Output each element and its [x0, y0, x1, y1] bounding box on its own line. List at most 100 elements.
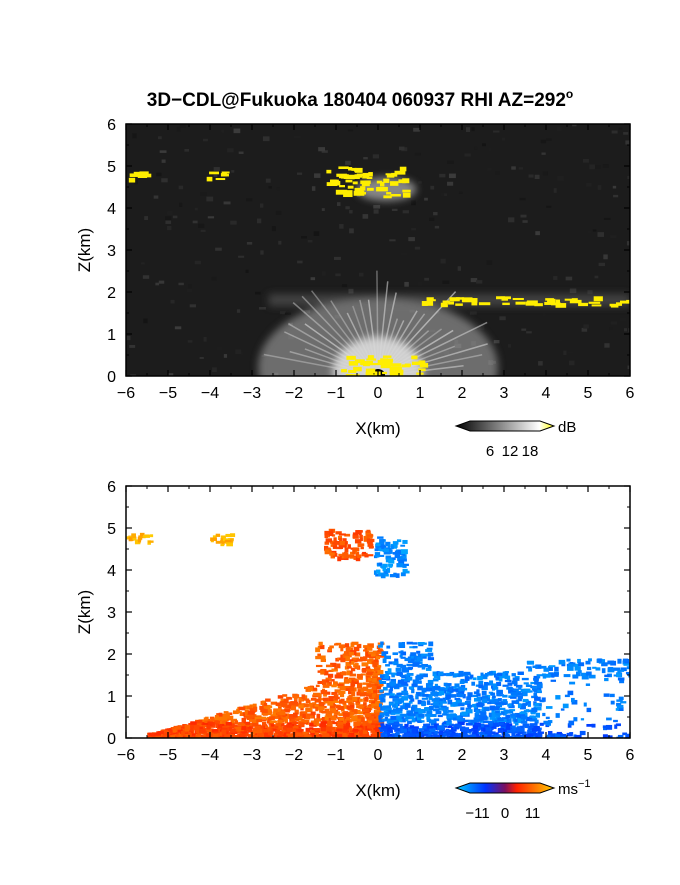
velocity-cell: [610, 700, 615, 705]
velocity-cell: [402, 565, 407, 568]
velocity-cell: [617, 670, 621, 674]
backscatter-cell: [547, 298, 556, 304]
velocity-cell: [265, 698, 271, 702]
velocity-cell: [379, 727, 384, 733]
velocity-cell: [343, 725, 349, 730]
backscatter-cell: [396, 372, 404, 376]
velocity-cell: [404, 676, 411, 682]
velocity-cell: [578, 662, 585, 667]
velocity-cell: [352, 535, 359, 539]
velocity-cell: [337, 725, 344, 729]
velocity-cell: [554, 666, 559, 672]
velocity-cell: [283, 709, 290, 713]
velocity-cell: [354, 665, 360, 669]
velocity-cell: [616, 672, 622, 678]
velocity-cell: [393, 661, 399, 666]
velocity-cell: [436, 699, 442, 704]
noise-speckle: [597, 232, 605, 237]
velocity-cell: [367, 720, 374, 723]
noise-speckle: [486, 260, 493, 265]
velocity-cell: [230, 719, 235, 724]
velocity-cell: [236, 708, 240, 713]
velocity-cell: [418, 713, 423, 718]
velocity-cell: [134, 539, 141, 545]
velocity-cell: [349, 556, 357, 559]
velocity-cell: [331, 691, 338, 696]
velocity-cell: [426, 700, 431, 705]
noise-speckle: [457, 266, 461, 271]
velocity-cell: [381, 545, 385, 550]
velocity-cell: [437, 702, 443, 708]
backscatter-cell: [449, 297, 460, 302]
velocity-cell: [376, 562, 381, 566]
velocity-cell: [239, 712, 247, 717]
velocity-cell: [366, 735, 373, 738]
noise-speckle: [508, 217, 515, 223]
scan-ray: [304, 323, 379, 376]
velocity-cell: [324, 549, 329, 553]
velocity-cell: [338, 533, 346, 536]
velocity-cell: [368, 726, 374, 731]
velocity-cell: [251, 731, 258, 734]
velocity-cell: [254, 725, 261, 731]
backscatter-y-tick-label: 2: [107, 285, 116, 302]
velocity-cell: [342, 544, 347, 548]
velocity-cell: [511, 700, 518, 704]
velocity-cell: [308, 702, 316, 707]
velocity-cell: [328, 725, 333, 730]
velocity-cell: [335, 642, 342, 646]
velocity-cell: [476, 696, 481, 702]
velocity-cell: [197, 733, 202, 736]
velocity-cell: [417, 653, 424, 658]
velocity-cell: [338, 713, 343, 717]
velocity-cell: [176, 731, 181, 735]
velocity-cell: [456, 715, 461, 720]
velocity-cell: [236, 711, 242, 714]
velocity-cell: [438, 690, 445, 696]
velocity-cell: [394, 699, 398, 704]
velocity-cell: [461, 687, 468, 691]
velocity-cell: [527, 729, 531, 735]
velocity-cell: [412, 726, 419, 729]
velocity-cell: [422, 726, 427, 730]
velocity-cell: [363, 535, 367, 541]
velocity-cell: [369, 658, 374, 662]
velocity-cell: [536, 706, 542, 711]
velocity-cell: [567, 723, 572, 728]
velocity-cell: [342, 700, 347, 705]
velocity-cell: [472, 677, 477, 681]
noise-speckle: [612, 185, 617, 189]
backscatter-cell: [426, 298, 433, 302]
velocity-cell: [328, 531, 334, 537]
velocity-cell: [468, 730, 472, 734]
velocity-cell: [250, 731, 256, 735]
velocity-cell: [351, 715, 358, 720]
noise-speckle: [535, 231, 540, 236]
velocity-cell: [339, 692, 345, 698]
noise-speckle: [581, 327, 588, 332]
velocity-cell: [369, 677, 375, 682]
velocity-cell: [315, 708, 319, 712]
velocity-cell: [191, 733, 196, 736]
velocity-cell: [315, 684, 320, 688]
velocity-cell: [205, 733, 210, 738]
velocity-cell: [156, 731, 162, 736]
velocity-cell: [604, 677, 609, 682]
velocity-cell: [427, 679, 434, 685]
noise-speckle: [618, 127, 623, 130]
noise-speckle: [236, 309, 241, 313]
velocity-cell: [404, 723, 409, 728]
velocity-cell: [506, 718, 512, 724]
velocity-background: [126, 486, 630, 738]
velocity-cell: [573, 663, 579, 667]
velocity-cell: [351, 691, 356, 697]
velocity-cell: [376, 727, 382, 733]
backscatter-cell: [390, 193, 401, 197]
velocity-cell: [447, 718, 452, 722]
velocity-cell: [234, 726, 240, 729]
velocity-cell: [275, 723, 282, 726]
velocity-cell: [522, 723, 530, 728]
velocity-cell: [396, 715, 402, 720]
noise-speckle: [494, 171, 501, 175]
noise-speckle: [373, 209, 379, 214]
